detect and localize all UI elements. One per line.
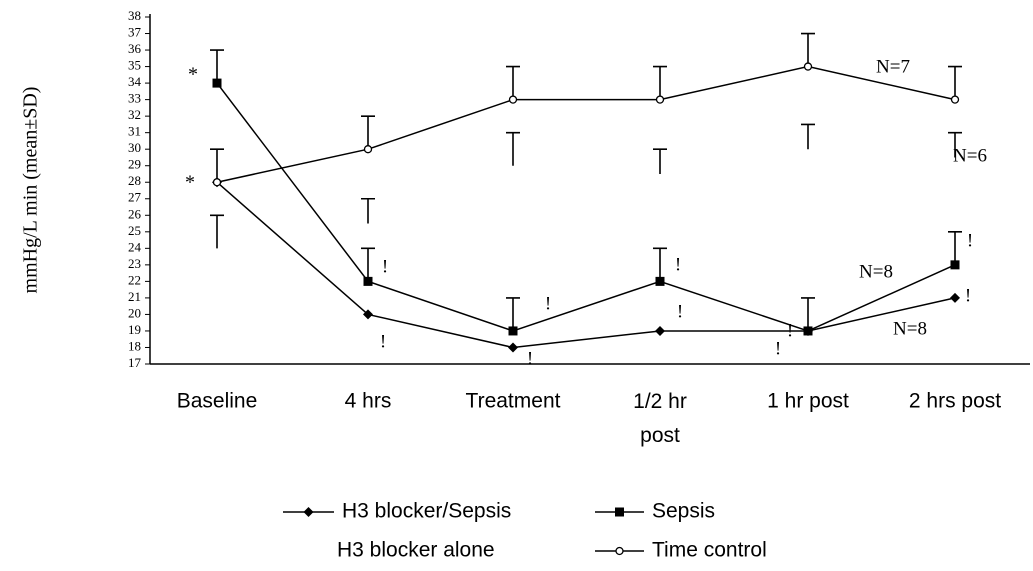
error-bar	[801, 32, 815, 67]
annotation: N=8	[893, 318, 927, 339]
circle-marker	[363, 145, 373, 154]
error-bar	[361, 197, 375, 224]
x-tick-label: 1/2 hr post	[633, 390, 687, 447]
y-tick-label: 37	[128, 25, 142, 40]
error-bar	[361, 115, 375, 150]
error-bar	[948, 65, 962, 100]
y-tick-label: 34	[128, 74, 142, 89]
annotation: !	[380, 331, 386, 352]
legend-label: Time control	[652, 539, 767, 562]
annotation: !	[787, 320, 793, 341]
error-bar	[653, 65, 667, 100]
annotation: N=8	[859, 261, 893, 282]
y-tick-label: 35	[128, 58, 141, 73]
annotation: N=7	[876, 56, 910, 77]
error-bar	[210, 49, 224, 84]
error-bar	[210, 214, 224, 249]
series-line	[216, 82, 956, 332]
x-tick-label: 4 hrs	[345, 390, 392, 413]
square-marker	[363, 276, 373, 286]
y-tick-label: 23	[128, 256, 141, 271]
legend-marker	[615, 507, 624, 517]
circle-marker	[212, 178, 222, 187]
annotation: !	[677, 301, 683, 322]
error-bar	[506, 297, 520, 331]
annotation: *	[188, 64, 198, 86]
error-bar	[801, 297, 815, 331]
diamond-marker	[655, 325, 665, 336]
legend-item: H3 blocker/Sepsis	[283, 500, 511, 523]
legend-item: Sepsis	[595, 500, 715, 523]
annotation: N=6	[953, 145, 987, 166]
diamond-marker	[363, 309, 373, 320]
y-tick-label: 33	[128, 91, 141, 106]
series-line	[216, 181, 956, 349]
error-bar	[653, 148, 667, 174]
y-tick-label: 20	[128, 305, 141, 320]
y-tick-label: 38	[128, 8, 141, 23]
legend-label: Sepsis	[652, 500, 715, 523]
y-tick-label: 31	[128, 124, 141, 139]
annotation: !	[775, 338, 781, 359]
circle-marker	[950, 95, 960, 104]
square-marker	[212, 78, 222, 88]
annotation: !	[382, 256, 388, 277]
diamond-marker	[508, 342, 518, 353]
legend-item: H3 blocker alone	[337, 539, 495, 562]
annotation: !	[675, 254, 681, 275]
square-marker	[655, 276, 665, 286]
y-tick-label: 29	[128, 157, 141, 172]
square-marker	[950, 260, 960, 270]
y-tick-label: 24	[128, 239, 142, 254]
error-bar	[361, 247, 375, 282]
y-tick-label: 32	[128, 107, 141, 122]
y-tick-label: 36	[128, 41, 142, 56]
annotation: !	[545, 293, 551, 314]
error-bar	[653, 247, 667, 282]
y-tick-label: 18	[128, 338, 141, 353]
error-bar	[948, 231, 962, 265]
annotation: !	[527, 348, 533, 369]
y-tick-label: 21	[128, 289, 141, 304]
circle-marker	[803, 62, 813, 71]
square-marker	[803, 326, 813, 336]
diamond-marker	[950, 292, 960, 303]
y-tick-label: 27	[128, 190, 142, 205]
legend-item: Time control	[595, 539, 767, 562]
legend-marker	[615, 546, 624, 556]
circle-marker	[508, 95, 518, 104]
circle-marker	[655, 95, 665, 104]
y-axis-label: mmHg/L min (mean±SD)	[20, 87, 42, 294]
y-tick-label: 30	[128, 140, 141, 155]
error-bar	[506, 65, 520, 100]
y-tick-label: 22	[128, 272, 141, 287]
annotation: !	[965, 285, 971, 306]
x-tick-label: 2 hrs post	[909, 390, 1001, 413]
y-tick-label: 17	[128, 355, 142, 370]
annotation: *	[185, 172, 195, 194]
x-tick-label: 1 hr post	[767, 390, 849, 413]
y-tick-label: 26	[128, 206, 142, 221]
legend-label: H3 blocker/Sepsis	[342, 500, 511, 523]
legend-label: H3 blocker alone	[337, 539, 495, 562]
annotation: !	[967, 230, 973, 251]
series-line	[216, 65, 956, 183]
error-bar	[210, 148, 224, 183]
y-tick-label: 19	[128, 322, 141, 337]
y-tick-label: 25	[128, 223, 141, 238]
x-tick-label: Treatment	[466, 390, 561, 413]
legend-marker	[303, 507, 314, 517]
square-marker	[508, 326, 518, 336]
error-bar	[948, 131, 962, 158]
error-bar	[801, 123, 815, 150]
x-tick-label: Baseline	[177, 390, 258, 413]
error-bar	[506, 131, 520, 166]
y-tick-label: 28	[128, 173, 141, 188]
